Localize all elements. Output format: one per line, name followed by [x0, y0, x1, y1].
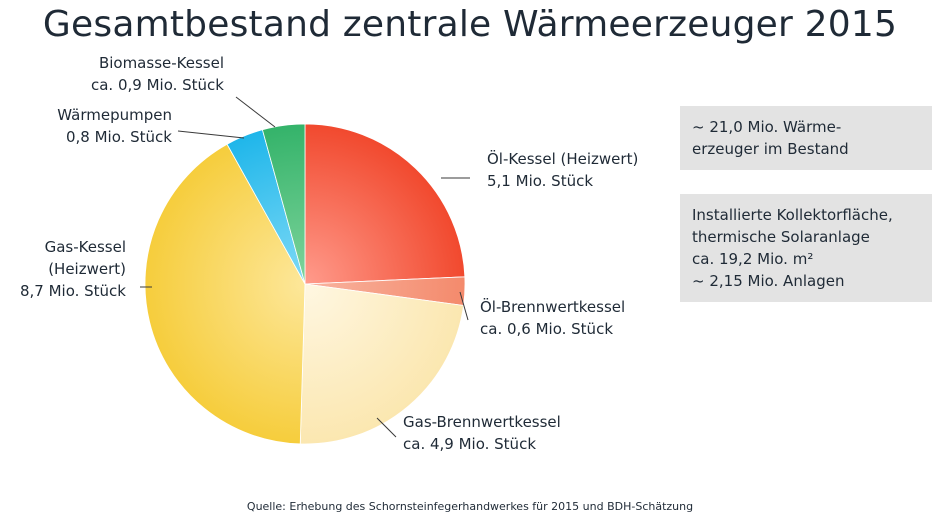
pie-slice-3 — [144, 143, 306, 445]
info-box-solar: Installierte Kollektorfläche, thermische… — [680, 194, 932, 302]
pie-slice-0 — [304, 123, 466, 285]
slice-label-0: Öl-Kessel (Heizwert) 5,1 Mio. Stück — [487, 149, 638, 190]
info-solar-line-1: Installierte Kollektorfläche, — [692, 206, 893, 224]
pie-slices — [144, 123, 466, 445]
leader-line-4 — [177, 130, 245, 139]
slice-label-2-line-1: ca. 4,9 Mio. Stück — [403, 435, 536, 453]
slice-label-3: Gas-Kessel (Heizwert) 8,7 Mio. Stück — [20, 238, 126, 300]
info-solar-line-2: thermische Solaranlage — [692, 228, 870, 246]
info-solar-line-4: ~ 2,15 Mio. Anlagen — [692, 272, 845, 290]
slice-label-1: Öl-Brennwertkessel ca. 0,6 Mio. Stück — [480, 297, 625, 338]
chart-title: Gesamtbestand zentrale Wärmeerzeuger 201… — [42, 4, 898, 45]
pie-slice-2 — [299, 283, 465, 445]
slice-label-1-line-1: ca. 0,6 Mio. Stück — [480, 320, 613, 338]
slice-label-5-line-0: Biomasse-Kessel — [99, 54, 224, 72]
slice-label-2: Gas-Brennwertkessel ca. 4,9 Mio. Stück — [403, 413, 561, 453]
slice-label-1-line-0: Öl-Brennwertkessel — [480, 297, 625, 316]
leader-line-1 — [459, 291, 469, 321]
leader-lines — [140, 96, 470, 438]
slice-label-4-line-1: 0,8 Mio. Stück — [66, 128, 172, 146]
slice-label-0-line-1: 5,1 Mio. Stück — [487, 172, 593, 190]
leader-line-2 — [376, 417, 397, 438]
slice-labels: Öl-Kessel (Heizwert) 5,1 Mio. Stück Öl-Bre… — [20, 54, 638, 453]
info-solar-line-3: ca. 19,2 Mio. m² — [692, 250, 814, 268]
leader-line-5 — [235, 96, 276, 128]
pie-slice-5 — [261, 123, 306, 285]
slice-label-4-line-0: Wärmepumpen — [57, 106, 172, 124]
slice-label-3-line-2: 8,7 Mio. Stück — [20, 282, 126, 300]
info-total-line-2: erzeuger im Bestand — [692, 140, 849, 158]
slice-label-4: Wärmepumpen 0,8 Mio. Stück — [57, 106, 172, 146]
slice-label-5: Biomasse-Kessel ca. 0,9 Mio. Stück — [91, 54, 224, 94]
info-total-line-1: ~ 21,0 Mio. Wärme- — [692, 118, 842, 136]
slice-label-3-line-1: (Heizwert) — [48, 260, 126, 278]
info-box-total: ~ 21,0 Mio. Wärme- erzeuger im Bestand — [680, 106, 932, 170]
slice-label-2-line-0: Gas-Brennwertkessel — [403, 413, 561, 431]
slice-label-3-line-0: Gas-Kessel — [45, 238, 126, 256]
slice-label-0-line-0: Öl-Kessel (Heizwert) — [487, 149, 638, 168]
source-note: Quelle: Erhebung des Schornsteinfegerhan… — [246, 500, 694, 513]
slice-label-5-line-1: ca. 0,9 Mio. Stück — [91, 76, 224, 94]
